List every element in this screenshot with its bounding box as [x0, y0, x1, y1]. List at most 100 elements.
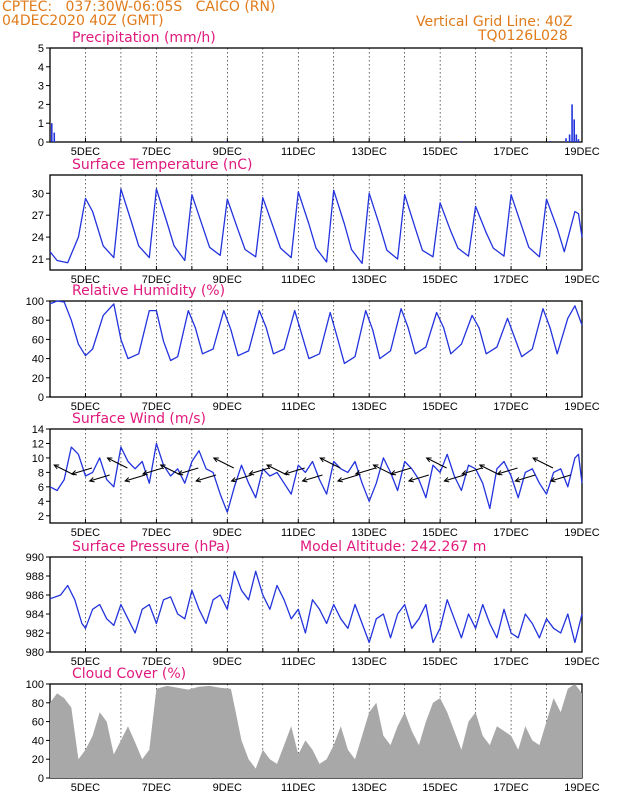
x-tick-label: 13DEC [351, 274, 387, 286]
wind-vector-head [283, 470, 290, 476]
x-tick-label: 19DEC [564, 527, 600, 539]
y-tick-label: 100 [26, 679, 44, 691]
x-tick-label: 11DEC [281, 274, 316, 286]
y-tick-label: 20 [32, 754, 44, 766]
wind-vector [408, 474, 429, 482]
wind-vector-head [336, 477, 343, 483]
wind-vector-head [266, 464, 272, 470]
x-tick-label: 5DEC [71, 527, 100, 539]
wind-vector-head [354, 470, 361, 476]
wind-vector-head [319, 457, 326, 463]
wind-vector [142, 467, 163, 475]
x-tick-label: 5DEC [71, 401, 100, 413]
y-tick-label: 2 [38, 99, 44, 111]
x-tick-label: 17DEC [493, 401, 529, 413]
y-tick-label: 986 [26, 590, 44, 602]
y-tick-label: 3 [38, 81, 44, 93]
y-tick-label: 60 [32, 334, 44, 346]
wind-vector-head [390, 470, 397, 476]
precipitation-bar [53, 132, 56, 142]
precipitation-bar [573, 119, 575, 142]
x-tick-label: 5DEC [71, 656, 100, 668]
y-tick-label: 20 [32, 373, 44, 385]
wind-vector-head [177, 470, 184, 476]
wind-vector [532, 457, 554, 469]
x-tick-label: 19DEC [564, 656, 600, 668]
x-tick-label: 7DEC [142, 656, 171, 668]
x-tick-label: 7DEC [142, 274, 171, 286]
x-tick-label: 7DEC [142, 782, 171, 794]
y-tick-label: 4 [38, 62, 44, 74]
pressure-panel [49, 556, 583, 653]
x-tick-label: 13DEC [351, 146, 387, 158]
wind-vector [89, 474, 110, 482]
wind-vector [71, 467, 93, 475]
y-tick-label: 6 [38, 482, 44, 494]
humidity-line [49, 300, 583, 365]
x-tick-label: 9DEC [213, 274, 242, 286]
x-tick-label: 15DEC [422, 274, 458, 286]
wind-vector [160, 464, 181, 476]
wind-vector [124, 474, 146, 482]
x-tick-label: 17DEC [493, 146, 529, 158]
y-tick-label: 982 [26, 628, 44, 640]
x-tick-label: 13DEC [351, 656, 387, 668]
wind-vector-head [230, 477, 237, 483]
wind-vector-head [88, 477, 95, 483]
wind-vector-head [407, 477, 414, 483]
y-tick-label: 0 [38, 137, 44, 149]
wind-vector [319, 457, 341, 469]
y-tick-label: 12 [32, 438, 44, 450]
wind-vector [195, 474, 217, 482]
y-tick-label: 21 [32, 254, 44, 266]
x-tick-label: 15DEC [422, 782, 458, 794]
wind-vector [284, 467, 305, 475]
temperature-title: Surface Temperature (nC) [72, 157, 253, 173]
wind-vector-head [106, 457, 113, 463]
precipitation-panel [49, 47, 583, 143]
x-tick-label: 11DEC [281, 782, 316, 794]
wind-vector-head [195, 477, 202, 483]
wind-vector-head [141, 470, 148, 476]
header-vertical-grid: Vertical Grid Line: 40Z [416, 14, 573, 30]
y-tick-label: 5 [38, 43, 44, 55]
y-tick-label: 0 [38, 773, 44, 785]
wind-vector [53, 464, 75, 476]
header-model-id: TQ0126L028 [478, 28, 568, 44]
x-tick-label: 11DEC [281, 146, 316, 158]
y-tick-label: 80 [32, 698, 44, 710]
wind-line [49, 442, 583, 513]
precipitation-bar [565, 138, 567, 142]
x-tick-label: 13DEC [351, 401, 387, 413]
wind-vector-head [301, 477, 308, 483]
wind-vector [479, 464, 501, 476]
precipitation-bar [577, 139, 580, 142]
wind-panel [49, 428, 583, 524]
x-tick-label: 9DEC [213, 782, 242, 794]
y-tick-label: 24 [32, 232, 44, 244]
x-tick-label: 7DEC [142, 401, 171, 413]
pressure-title: Surface Pressure (hPa) [72, 539, 230, 555]
wind-vector-head [532, 457, 538, 463]
x-tick-label: 9DEC [213, 401, 242, 413]
cloud-cover-area [50, 684, 582, 778]
x-tick-label: 11DEC [281, 527, 316, 539]
x-tick-label: 11DEC [281, 401, 316, 413]
wind-vector-head [549, 477, 556, 483]
wind-vector-head [514, 477, 521, 483]
temperature-line [49, 188, 583, 265]
wind-vector-head [478, 464, 485, 470]
wind-vector-head [372, 464, 379, 470]
precipitation-bar [549, 141, 551, 142]
x-tick-label: 17DEC [493, 782, 529, 794]
y-tick-label: 10 [32, 453, 44, 465]
y-tick-label: 2 [38, 511, 44, 523]
wind-vector [213, 457, 235, 469]
precipitation-title: Precipitation (mm/h) [72, 30, 216, 46]
y-tick-label: 0 [38, 392, 44, 404]
wind-vector [355, 467, 376, 475]
wind-vector [390, 467, 412, 475]
y-tick-label: 40 [32, 735, 44, 747]
wind-vector [231, 474, 252, 482]
